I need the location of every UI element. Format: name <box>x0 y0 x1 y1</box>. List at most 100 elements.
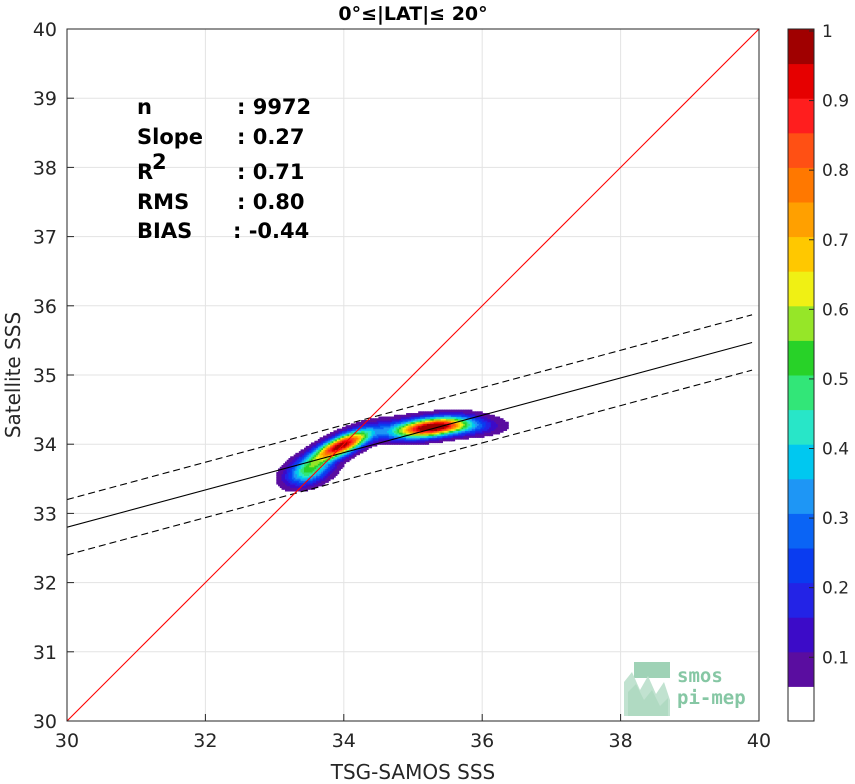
density-cell <box>288 475 291 478</box>
density-cell <box>373 433 376 437</box>
density-cell <box>464 435 468 438</box>
density-cell <box>480 435 483 438</box>
density-cell <box>295 478 298 482</box>
density-cell <box>485 418 488 421</box>
density-cell <box>473 430 476 433</box>
density-cell <box>307 477 310 480</box>
density-cell <box>423 425 426 428</box>
density-cell <box>404 430 407 433</box>
density-cell <box>279 485 283 489</box>
density-cell <box>342 433 345 437</box>
density-cell <box>419 432 423 435</box>
density-cell <box>314 458 317 461</box>
density-cell <box>291 475 295 478</box>
density-cell <box>452 418 456 421</box>
density-cell <box>290 483 293 487</box>
density-cell <box>293 456 296 459</box>
density-cell <box>425 418 428 421</box>
density-cell <box>438 414 442 418</box>
colorbar-frame <box>787 28 815 722</box>
density-cell <box>278 470 281 473</box>
density-cell <box>399 428 402 431</box>
density-cell <box>281 471 284 475</box>
density-cell <box>328 454 331 457</box>
density-cell <box>414 442 418 445</box>
density-cell <box>445 426 449 430</box>
density-cell <box>326 464 329 468</box>
density-cell <box>371 437 374 440</box>
density-cell <box>316 466 319 470</box>
density-cell <box>435 411 438 414</box>
density-cell <box>388 440 392 444</box>
density-cell <box>438 439 442 442</box>
density-cell <box>343 437 347 440</box>
density-cell <box>352 454 355 457</box>
density-cell <box>437 428 440 431</box>
density-cell <box>350 454 354 457</box>
density-cell <box>369 432 373 435</box>
density-cell <box>312 477 315 480</box>
density-cell <box>385 439 388 442</box>
stat-label: n <box>137 95 152 119</box>
density-cell <box>404 440 407 444</box>
density-cell <box>340 428 343 431</box>
density-cell <box>433 433 437 437</box>
density-cell <box>449 430 452 433</box>
density-cell <box>459 418 463 421</box>
density-cell <box>362 440 366 444</box>
density-cell <box>284 482 288 485</box>
density-cell <box>309 447 312 450</box>
density-cell <box>471 432 475 435</box>
density-cell <box>324 445 328 449</box>
density-cell <box>400 439 404 442</box>
density-cell <box>335 456 338 459</box>
density-cell <box>400 416 404 419</box>
density-cell <box>319 471 322 475</box>
density-cell <box>440 413 444 416</box>
density-cell <box>451 435 454 438</box>
density-cell <box>328 456 331 459</box>
density-cell <box>283 464 286 468</box>
density-cell <box>454 425 457 428</box>
density-cell <box>376 437 379 440</box>
density-cell <box>345 437 348 440</box>
density-cell <box>290 463 293 466</box>
density-cell <box>366 426 369 430</box>
density-cell <box>471 414 475 418</box>
density-cell <box>421 421 424 425</box>
density-cell <box>340 458 343 461</box>
density-cell <box>283 480 286 483</box>
density-cell <box>304 471 307 475</box>
density-cell <box>357 433 360 437</box>
density-cell <box>348 426 352 430</box>
density-cell <box>494 419 497 423</box>
density-cell <box>324 439 328 442</box>
density-cell <box>373 440 376 444</box>
density-cell <box>487 413 490 416</box>
density-cell <box>477 428 480 431</box>
density-cell <box>366 428 369 431</box>
density-cell <box>451 433 454 437</box>
density-cell <box>444 411 447 414</box>
density-cell <box>437 414 440 418</box>
density-cell <box>464 428 468 431</box>
density-cell <box>502 425 506 428</box>
density-cell <box>364 437 367 440</box>
density-cell <box>288 463 291 466</box>
density-cell <box>402 418 405 421</box>
density-cell <box>302 489 305 492</box>
density-cell <box>298 458 302 461</box>
density-cell <box>329 473 333 476</box>
density-cell <box>489 425 492 428</box>
density-cell <box>279 475 283 478</box>
density-cell <box>345 458 348 461</box>
smos-pi-mep-logo: smos pi-mep <box>624 662 746 716</box>
density-cell <box>416 440 419 444</box>
density-cell <box>319 444 322 447</box>
density-cell <box>298 485 302 489</box>
density-cell <box>297 461 300 464</box>
density-cell <box>355 452 359 456</box>
density-cell <box>321 475 324 478</box>
density-cell <box>335 466 338 470</box>
density-cell <box>328 468 331 471</box>
